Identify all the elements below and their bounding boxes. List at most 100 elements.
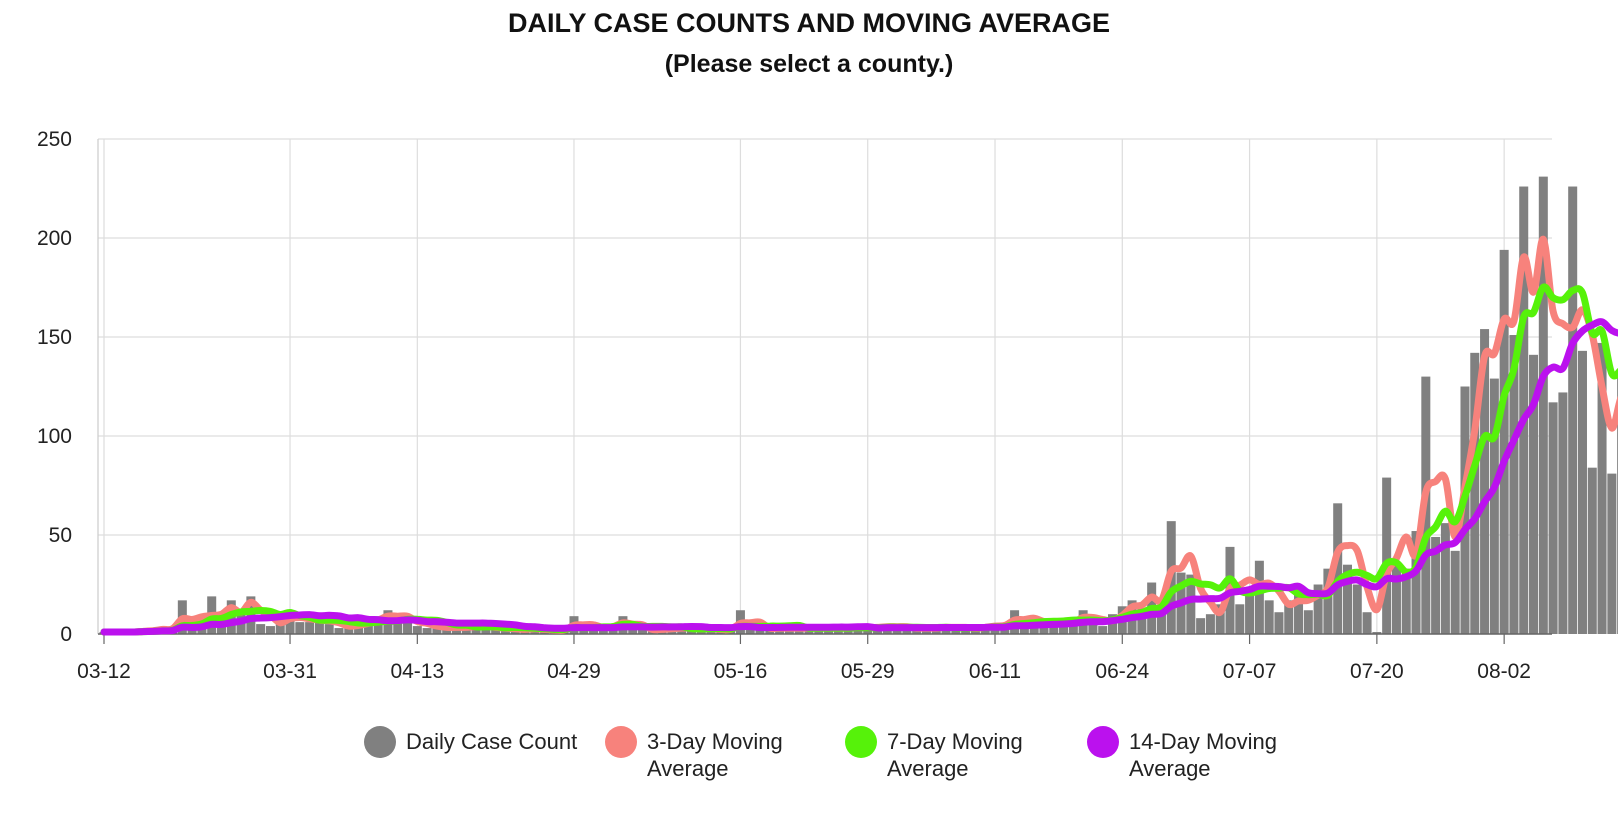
bar-daily-count (1313, 584, 1323, 634)
legend-label-daily: Daily Case Count (406, 729, 578, 754)
bar-daily-count (363, 622, 373, 634)
legend-dot-daily (364, 726, 396, 758)
x-tick-label: 06-24 (1095, 660, 1149, 683)
bar-daily-count (1538, 176, 1548, 634)
bar-daily-count (422, 628, 432, 634)
bar-daily-count (1049, 624, 1059, 634)
x-tick-label: 03-12 (77, 660, 131, 683)
bar-daily-count (1489, 378, 1499, 634)
bar-daily-count (1440, 523, 1450, 634)
legend-label-ma14: 14-Day Moving Average (1129, 729, 1277, 781)
bar-daily-count (1264, 600, 1274, 634)
bar-daily-count (500, 630, 510, 634)
bar-daily-count (1352, 584, 1362, 634)
bar-daily-count (334, 628, 344, 634)
bar-daily-count (187, 630, 197, 634)
y-tick-label: 250 (37, 128, 72, 151)
bar-daily-count (256, 624, 266, 634)
bar-daily-count (1205, 614, 1215, 634)
bar-daily-count (1509, 335, 1519, 634)
bar-daily-count (324, 624, 334, 634)
y-tick-label: 50 (49, 524, 72, 547)
legend-item-daily[interactable]: Daily Case Count (364, 726, 577, 758)
legend-label-ma3: 3-Day Moving Average (647, 729, 783, 781)
bar-daily-count (1323, 568, 1333, 634)
chart-area: 0 50 100 150 200 250 03-12 03-31 04-13 04-29 05-16… (37, 128, 1618, 683)
legend-item-ma7[interactable]: 7-Day Moving Average (845, 726, 1023, 782)
bar-daily-count (1519, 186, 1529, 634)
bar-daily-count (314, 616, 324, 634)
bar-daily-count (1254, 560, 1264, 634)
bar-daily-count (1470, 352, 1480, 634)
bar-daily-count (344, 626, 354, 634)
bar-daily-count (755, 628, 765, 634)
x-tick-label: 03-31 (263, 660, 317, 683)
bar-daily-count (471, 628, 481, 634)
bar-daily-count (1391, 564, 1401, 634)
bar-daily-count (393, 622, 403, 634)
legend-dot-ma14 (1087, 726, 1119, 758)
bar-daily-count (1333, 503, 1343, 634)
bar-daily-count (1401, 568, 1411, 634)
bar-daily-count (295, 622, 305, 634)
bar-daily-count (1196, 618, 1206, 634)
legend: Daily Case Count 3-Day Moving Average 7-… (0, 726, 1618, 796)
bar-daily-count (628, 628, 638, 634)
x-tick-label: 07-07 (1223, 660, 1277, 683)
bar-daily-count (1450, 550, 1460, 634)
x-tick-label: 04-13 (390, 660, 444, 683)
x-tick-label: 07-20 (1350, 660, 1404, 683)
bar-daily-count (1577, 350, 1587, 634)
x-tick-label: 06-11 (969, 660, 1021, 683)
bar-daily-count (451, 628, 461, 634)
bar-daily-count (1215, 604, 1225, 634)
bar-daily-count (1088, 622, 1098, 634)
bar-daily-count (1294, 590, 1304, 634)
y-tick-label: 100 (37, 425, 72, 448)
bar-daily-count (305, 622, 315, 634)
y-tick-label: 200 (37, 227, 72, 250)
chart-title: DAILY CASE COUNTS AND MOVING AVERAGE (507, 8, 1111, 38)
bar-daily-count (1411, 531, 1421, 634)
bar-daily-count (1303, 610, 1313, 634)
y-tick-label: 150 (37, 326, 72, 349)
bar-daily-count (442, 630, 452, 634)
bar-daily-count (579, 630, 589, 634)
bar-daily-count (1597, 342, 1607, 634)
bar-daily-count (1245, 588, 1255, 634)
bar-daily-count (1186, 574, 1196, 634)
bar-daily-count (1156, 610, 1166, 634)
bar-daily-count (1342, 564, 1352, 634)
bar-daily-count (1372, 632, 1382, 634)
bar-daily-count (1480, 329, 1490, 634)
bar-daily-count (1137, 608, 1147, 634)
bar-daily-count (1460, 386, 1470, 634)
bar-daily-count (1431, 536, 1441, 634)
bar-daily-count (403, 616, 413, 634)
bar-daily-count (1059, 622, 1069, 634)
legend-dot-ma3 (605, 726, 637, 758)
x-tick-label: 04-29 (547, 660, 601, 683)
bar-daily-count (1558, 392, 1568, 634)
bar-daily-count (1274, 612, 1284, 634)
bar-daily-count (1284, 600, 1294, 634)
bar-daily-count (1235, 604, 1245, 634)
legend-item-ma3[interactable]: 3-Day Moving Average (605, 726, 783, 782)
bar-daily-count (412, 626, 422, 634)
bar-daily-count (216, 626, 226, 634)
bar-daily-count (745, 628, 755, 634)
bar-daily-count (265, 626, 275, 634)
bar-daily-count (1362, 612, 1372, 634)
legend-dot-ma7 (845, 726, 877, 758)
bar-daily-count (1568, 186, 1578, 634)
chart-subtitle: (Please select a county.) (664, 50, 954, 78)
legend-item-ma14[interactable]: 14-Day Moving Average (1087, 726, 1277, 782)
x-tick-label: 05-16 (714, 660, 768, 683)
bar-daily-count (1382, 477, 1392, 634)
x-tick-label: 05-29 (841, 660, 895, 683)
bar-daily-count (1607, 473, 1617, 634)
bar-daily-count (285, 612, 295, 634)
bar-daily-count (1098, 626, 1108, 634)
y-tick-label: 0 (60, 623, 72, 646)
bar-daily-count (1548, 402, 1558, 634)
